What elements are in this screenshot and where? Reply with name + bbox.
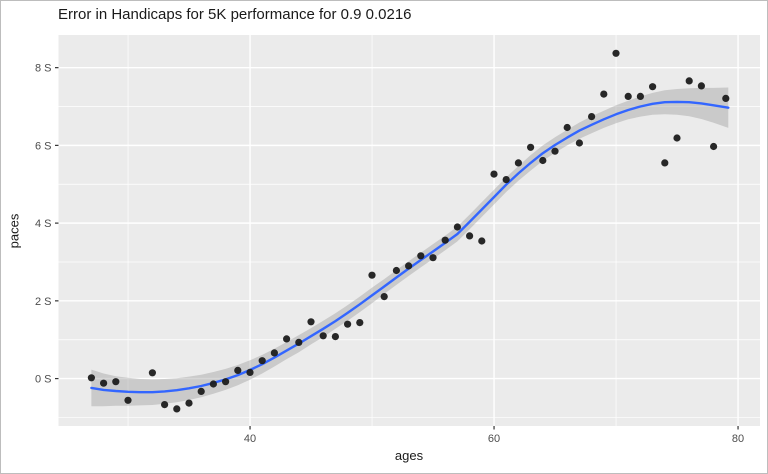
data-point: [161, 401, 169, 409]
y-tick-label: 4 S: [35, 218, 52, 230]
x-tick-label: 80: [732, 433, 744, 445]
data-point: [722, 94, 730, 102]
data-point: [222, 378, 230, 386]
data-point: [283, 335, 291, 343]
data-point: [453, 223, 461, 231]
data-point: [258, 357, 266, 365]
data-point: [246, 368, 254, 376]
y-tick-label: 0 S: [35, 374, 52, 386]
data-point: [636, 92, 645, 100]
data-point: [185, 399, 193, 407]
data-point: [405, 262, 413, 270]
data-point: [319, 332, 327, 340]
data-point: [563, 123, 571, 132]
y-tick-label: 6 S: [35, 140, 52, 152]
data-point: [697, 82, 706, 90]
data-point: [588, 113, 596, 121]
data-point: [490, 170, 498, 178]
data-point: [649, 83, 657, 91]
data-point: [710, 142, 718, 151]
x-axis-title: ages: [394, 448, 424, 463]
x-tick-label: 40: [244, 433, 256, 445]
data-point: [624, 92, 632, 100]
data-point: [685, 77, 693, 85]
data-point: [673, 134, 681, 142]
data-point: [124, 396, 132, 404]
data-point: [502, 176, 510, 184]
data-point: [356, 319, 364, 327]
y-tick-label: 2 S: [35, 296, 52, 308]
data-point: [392, 266, 400, 275]
data-point: [514, 159, 523, 167]
data-point: [380, 293, 388, 301]
data-point: [600, 90, 608, 98]
data-point: [539, 156, 547, 165]
data-point: [307, 318, 315, 326]
data-point: [148, 369, 156, 377]
data-point: [527, 143, 535, 151]
data-point: [209, 380, 217, 388]
data-point: [429, 254, 437, 262]
data-point: [417, 252, 425, 260]
data-point: [466, 232, 474, 240]
data-point: [234, 366, 242, 374]
data-point: [100, 379, 108, 387]
data-point: [575, 139, 584, 147]
data-point: [368, 271, 376, 279]
data-point: [612, 49, 620, 57]
data-point: [173, 405, 181, 413]
y-axis-title: paces: [6, 213, 22, 249]
data-point: [112, 378, 120, 386]
data-point: [295, 338, 303, 346]
data-point: [661, 159, 669, 167]
data-point: [331, 333, 339, 341]
data-point: [344, 320, 352, 328]
chart-title: Error in Handicaps for 5K performance fo…: [58, 6, 412, 23]
x-tick-label: 60: [488, 433, 500, 445]
data-point: [478, 237, 486, 245]
y-tick-label: 8 S: [35, 63, 52, 75]
data-point: [87, 374, 95, 382]
data-point: [551, 147, 559, 155]
plot-panel: [58, 35, 760, 426]
data-point: [270, 349, 278, 357]
data-point: [441, 236, 449, 244]
data-point: [197, 387, 205, 395]
